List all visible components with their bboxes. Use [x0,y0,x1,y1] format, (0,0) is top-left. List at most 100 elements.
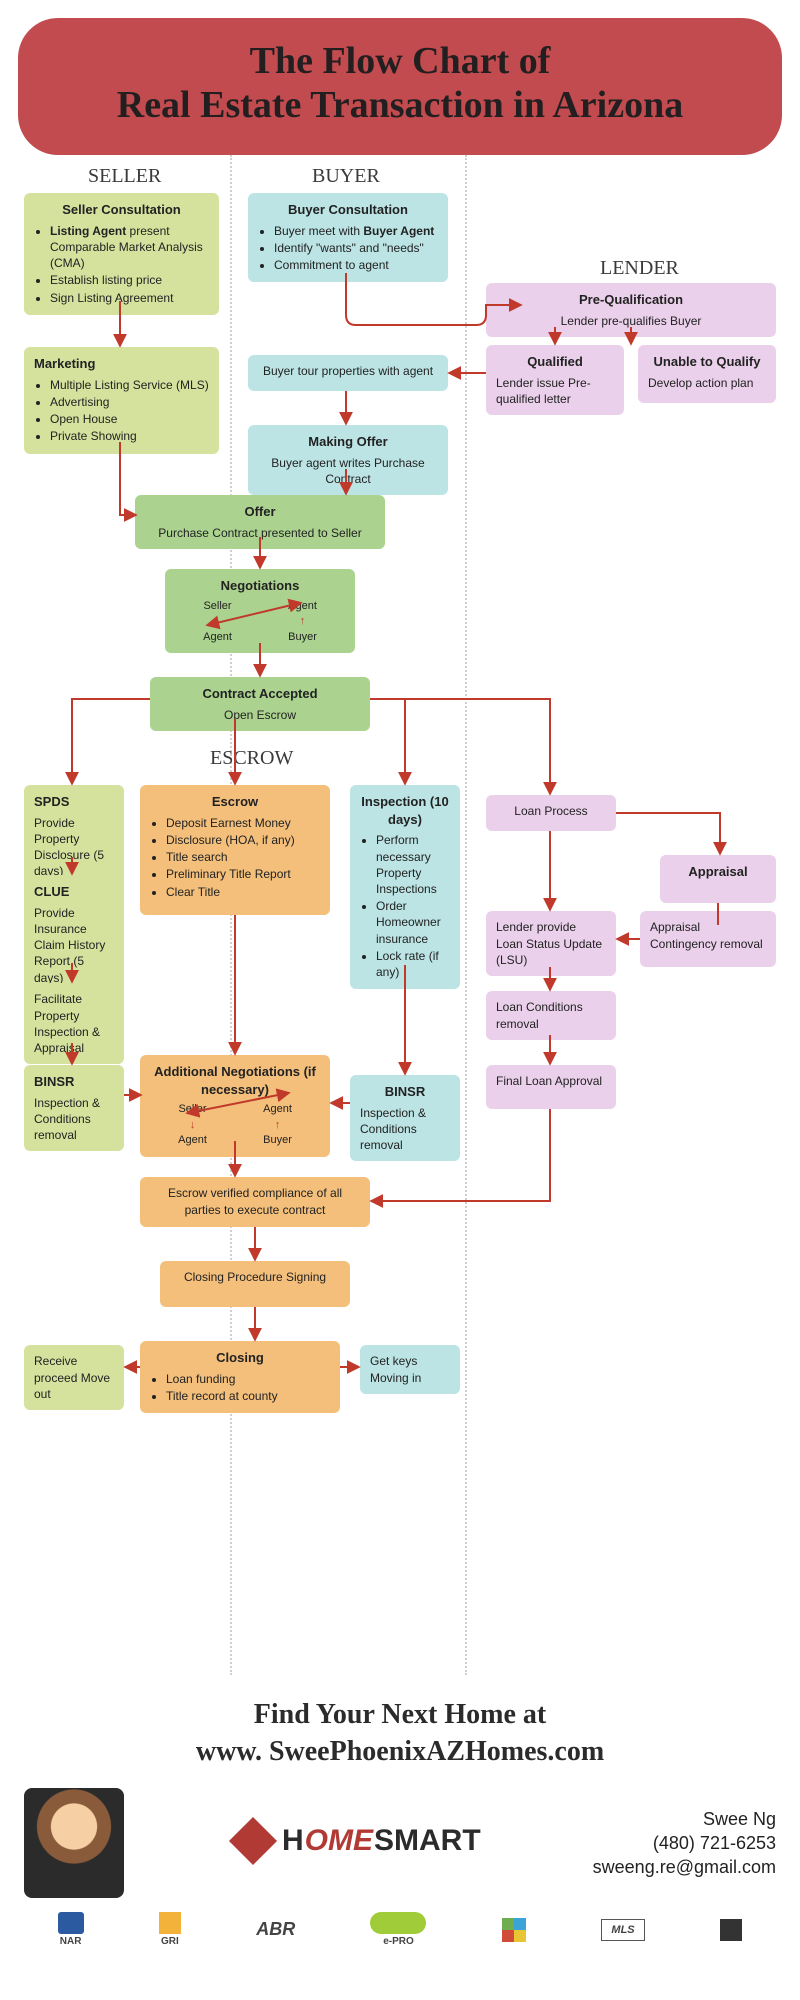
node-prequalification: Pre-Qualification Lender pre-qualifies B… [486,283,776,337]
node-bullets: Listing Agent present Comparable Market … [34,223,209,306]
node-bullets: Deposit Earnest MoneyDisclosure (HOA, if… [150,815,320,900]
node-title: Seller Consultation [34,201,209,219]
node-title: Closing [150,1349,330,1367]
node-title: Buyer Consultation [258,201,438,219]
node-title: SPDS [34,793,114,811]
neg-agent-l: Agent [178,1133,207,1148]
node-sub: Lender pre-qualifies Buyer [496,313,766,329]
node-spds: SPDS Provide Property Disclosure (5 days… [24,785,124,887]
agent-email: sweeng.re@gmail.com [593,1855,776,1879]
node-sub: Lender issue Pre-qualified letter [496,375,614,407]
lane-divider-2 [465,155,467,1675]
node-sub: Provide Insurance Claim History Report (… [34,905,114,986]
node-facilitate-inspection: Facilitate Property Inspection & Apprais… [24,983,124,1064]
node-text: Escrow verified compliance of all partie… [150,1185,360,1217]
node-get-keys: Get keys Moving in [360,1345,460,1393]
node-sub: Inspection & Conditions removal [34,1095,114,1144]
node-text: Loan Process [496,803,606,819]
neg-buyer: Buyer [288,630,317,645]
node-seller-consultation: Seller Consultation Listing Agent presen… [24,193,219,314]
node-text: Loan Conditions removal [496,999,606,1031]
node-closing: Closing Loan fundingTitle record at coun… [140,1341,340,1413]
neg-agent-r: Agent [288,599,317,614]
lane-label-seller: SELLER [88,165,161,188]
brand-diamond-icon [229,1817,277,1865]
node-title: Appraisal [670,863,766,881]
title-line-1: The Flow Chart of [250,40,551,82]
node-appraisal: Appraisal [660,855,776,903]
lane-label-lender: LENDER [600,257,679,280]
neg-buyer: Buyer [263,1133,292,1148]
node-title: Pre-Qualification [496,291,766,309]
node-bullets: Loan fundingTitle record at county [150,1371,330,1404]
node-text: Buyer tour properties with agent [258,363,438,379]
node-bullets: Multiple Listing Service (MLS)Advertisin… [34,377,209,445]
node-buyer-consultation: Buyer Consultation Buyer meet with Buyer… [248,193,448,282]
node-title: Unable to Qualify [648,353,766,371]
node-unable-to-qualify: Unable to Qualify Develop action plan [638,345,776,403]
node-text: Lender provide Loan Status Update (LSU) [496,919,606,968]
node-sub: Provide Property Disclosure (5 days) [34,815,114,880]
cta: Find Your Next Home at www. SweePhoenixA… [0,1697,800,1770]
agent-photo [24,1788,124,1898]
lane-label-buyer: BUYER [312,165,380,188]
contact-row: HOMESMART Swee Ng (480) 721-6253 sweeng.… [0,1788,800,1906]
neg-agent-l: Agent [203,630,232,645]
node-title: Marketing [34,355,209,373]
node-text: Final Loan Approval [496,1073,606,1089]
node-title: Contract Accepted [160,685,360,703]
cert-gri: GRI [159,1912,181,1947]
node-title: Qualified [496,353,614,371]
node-escrow: Escrow Deposit Earnest MoneyDisclosure (… [140,785,330,915]
cert-mls: MLS [601,1919,645,1941]
node-closing-procedure: Closing Procedure Signing [160,1261,350,1307]
node-bullets: Perform necessary Property InspectionsOr… [360,832,450,980]
node-title: Offer [145,503,375,521]
node-final-loan-approval: Final Loan Approval [486,1065,616,1109]
node-appraisal-contingency: Appraisal Contingency removal [640,911,776,967]
neg-grid: Seller ↓ Agent Agent ↑ Buyer [175,599,345,645]
node-text: Facilitate Property Inspection & Apprais… [34,991,114,1056]
cert-abr: ABR [256,1919,295,1940]
node-title: Making Offer [258,433,438,451]
node-sub: Buyer agent writes Purchase Contract [258,455,438,487]
lane-divider-1 [230,155,232,1675]
node-marketing: Marketing Multiple Listing Service (MLS)… [24,347,219,453]
cta-line-2: www. SweePhoenixAZHomes.com [196,1736,604,1767]
title-line-2: Real Estate Transaction in Arizona [117,84,683,126]
node-text: Appraisal Contingency removal [650,919,766,951]
node-buyer-binsr: BINSR Inspection & Conditions removal [350,1075,460,1161]
node-qualified: Qualified Lender issue Pre-qualified let… [486,345,624,415]
agent-phone: (480) 721-6253 [593,1831,776,1855]
agent-name: Swee Ng [593,1807,776,1831]
title-banner: The Flow Chart of Real Estate Transactio… [18,18,782,155]
neg-agent-r: Agent [263,1102,292,1117]
cta-line-1: Find Your Next Home at [254,1699,546,1730]
flowchart: SELLER BUYER LENDER ESCROW Seller Consul… [0,155,800,1675]
cert-epro: e-PRO [370,1912,426,1947]
node-sub: Inspection & Conditions removal [360,1105,450,1154]
certification-row: NAR GRI ABR e-PRO MLS [0,1906,800,1965]
node-sub: Develop action plan [648,375,766,391]
node-clue: CLUE Provide Insurance Claim History Rep… [24,875,124,993]
contact-info: Swee Ng (480) 721-6253 sweeng.re@gmail.c… [593,1807,776,1880]
neg-grid: Seller ↓ Agent Agent ↑ Buyer [150,1102,320,1148]
node-additional-negotiations: Additional Negotiations (if necessary) S… [140,1055,330,1156]
neg-seller: Seller [203,599,232,614]
node-sub: Purchase Contract presented to Seller [145,525,375,541]
node-escrow-verified: Escrow verified compliance of all partie… [140,1177,370,1227]
node-contract-accepted: Contract Accepted Open Escrow [150,677,370,731]
node-bullets: Buyer meet with Buyer AgentIdentify "wan… [258,223,438,274]
node-text: Receive proceed Move out [34,1353,114,1402]
node-lsu: Lender provide Loan Status Update (LSU) [486,911,616,976]
node-title: Escrow [150,793,320,811]
node-inspection: Inspection (10 days) Perform necessary P… [350,785,460,989]
cert-ahwd [502,1918,526,1942]
neg-seller: Seller [178,1102,207,1117]
node-seller-binsr: BINSR Inspection & Conditions removal [24,1065,124,1151]
brand: HOMESMART [124,1824,593,1863]
node-title: Additional Negotiations (if necessary) [150,1063,320,1098]
node-offer: Offer Purchase Contract presented to Sel… [135,495,385,549]
node-buyer-tour: Buyer tour properties with agent [248,355,448,391]
brand-logo: HOMESMART [236,1824,481,1858]
